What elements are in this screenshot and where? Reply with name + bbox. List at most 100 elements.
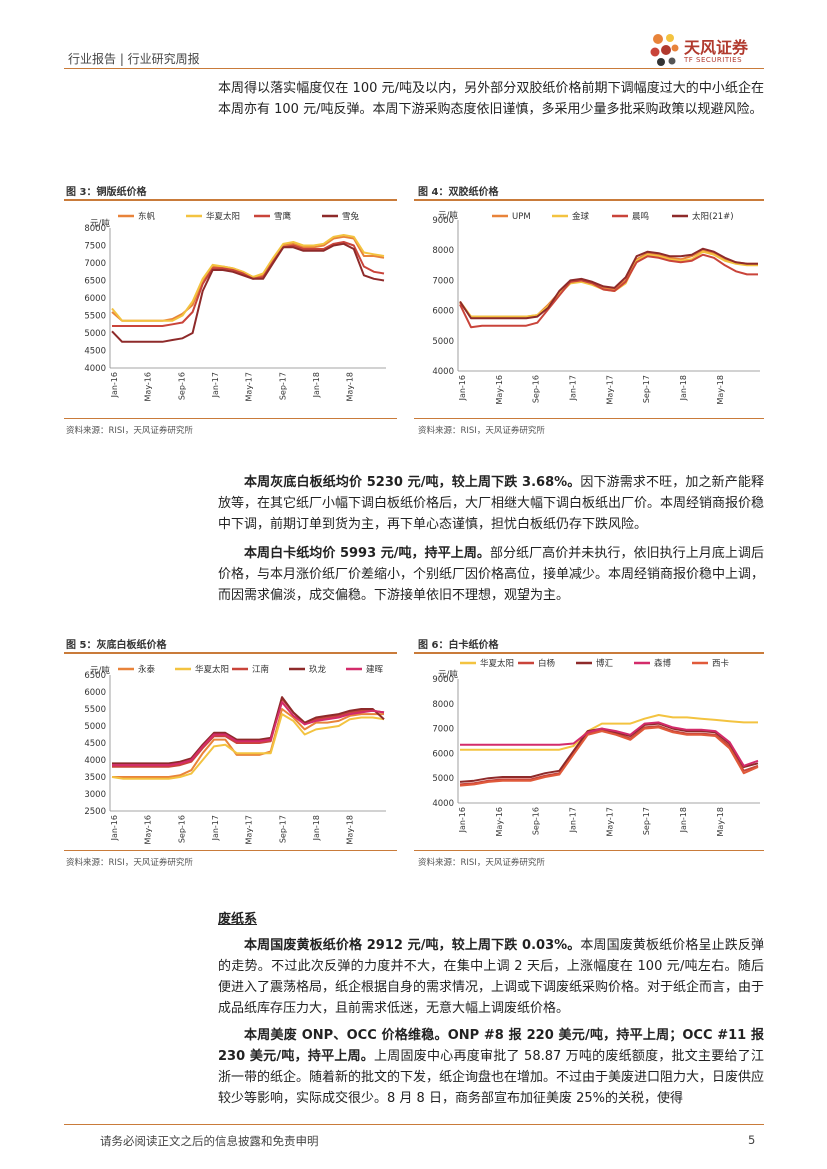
y-tick-label: 7000 xyxy=(432,725,454,735)
x-tick-label: May-17 xyxy=(245,815,254,844)
series-line-3 xyxy=(112,241,385,327)
y-tick-label: 4000 xyxy=(84,756,106,766)
fig6-title: 图 6：白卡纸价格 xyxy=(418,640,499,651)
series-line-2 xyxy=(459,250,758,318)
x-tick-label: Sep-16 xyxy=(532,375,541,403)
fig6-top-rule xyxy=(414,652,764,654)
x-tick-label: Jan-17 xyxy=(211,372,220,398)
legend-label: 华夏太阳 xyxy=(480,658,514,669)
legend-label: 东帆 xyxy=(138,211,156,222)
series-line-1 xyxy=(459,249,758,318)
legend-label: UPM xyxy=(512,212,531,222)
legend-label: 雪兔 xyxy=(342,211,360,222)
y-tick-label: 8000 xyxy=(84,224,106,234)
intro-paragraph: 本周得以落实幅度仅在 100 元/吨及以内，另外部分双胶纸价格前期下调幅度过大的… xyxy=(218,81,764,117)
us-waste-body: 上周固废中心再度审批了 58.87 万吨的废纸额度，批文主要给了江浙一带的纸企。… xyxy=(218,1049,765,1106)
fig4-bottom-rule xyxy=(414,418,764,419)
fig6-bottom-rule xyxy=(414,850,764,851)
x-tick-label: Sep-17 xyxy=(278,815,287,843)
y-tick-label: 7000 xyxy=(84,259,106,269)
logo: 天风证券 TF SECURITIES xyxy=(648,30,773,72)
fig5-source: 资料来源：RISI，天风证券研究所 xyxy=(66,858,193,868)
x-tick-label: Jan-16 xyxy=(458,807,467,833)
x-tick-label: May-17 xyxy=(605,375,614,404)
y-tick-label: 6000 xyxy=(84,294,106,304)
section-title: 废纸系 xyxy=(218,912,258,927)
fig3-chart: 元/吨 4000 4500 5000 5500 6000 6500 7000 7500 8000 J… xyxy=(84,211,386,401)
x-tick-label: Jan-18 xyxy=(312,372,321,398)
x-tick-label: Jan-17 xyxy=(568,807,577,833)
white-card-lead: 本周白卡纸均价 5993 元/吨，持平上周。 xyxy=(244,546,490,561)
y-tick-label: 5000 xyxy=(432,774,454,784)
y-tick-label: 5500 xyxy=(84,705,106,715)
x-tick-label: Sep-17 xyxy=(642,807,651,835)
y-tick-label: 6500 xyxy=(84,671,106,681)
x-tick-label: Sep-17 xyxy=(642,375,651,403)
fig4-title: 图 4：双胶纸价格 xyxy=(418,187,499,198)
x-tick-label: Jan-18 xyxy=(312,815,321,841)
fig6-chart: 元/吨 4000 5000 6000 7000 8000 9000 Jan-16 May-16 S… xyxy=(432,658,760,836)
series-line-4 xyxy=(112,696,385,765)
y-tick-label: 5500 xyxy=(84,312,106,322)
series-line-2 xyxy=(459,725,759,786)
fig3-top-rule xyxy=(64,199,397,201)
y-tick-label: 8000 xyxy=(432,700,454,710)
y-axis-unit-label: 元/吨 xyxy=(438,210,458,221)
white-card-paragraph: 本周白卡纸均价 5993 元/吨，持平上周。部分纸厂高价并未执行，依旧执行上月底… xyxy=(218,543,764,606)
fig5-top-rule xyxy=(64,652,397,654)
legend-label: 白杨 xyxy=(538,658,556,669)
logo-subtext: TF SECURITIES xyxy=(684,56,743,64)
y-tick-label: 4500 xyxy=(84,739,106,749)
domestic-waste-body: 本周国废黄板纸价格呈止跌反弹的走势。不过此次反弹的力度并不大，在集中上调 2 天… xyxy=(218,938,765,1016)
x-tick-label: May-16 xyxy=(144,372,153,401)
gray-board-body: 因下游需求不旺，加之新产能释放等，在其它纸厂小幅下调白板纸价格后，大厂相继大幅下… xyxy=(218,475,765,532)
fig5-title: 图 5：灰底白板纸价格 xyxy=(66,640,167,651)
domestic-waste-lead: 本周国废黄板纸价格 2912 元/吨，较上周下跌 0.03%。 xyxy=(244,938,581,953)
legend-label: 博汇 xyxy=(596,658,614,669)
series-line-1 xyxy=(111,235,385,322)
fig4-chart: 元/吨 4000 5000 6000 7000 8000 9000 Jan-16 May-16 S… xyxy=(432,210,760,404)
gray-board-lead: 本周灰底白板纸均价 5230 元/吨，较上周下跌 3.68%。 xyxy=(244,475,581,490)
series-line-5 xyxy=(459,726,759,787)
series-line-1 xyxy=(112,708,384,778)
legend-label: 晨鸣 xyxy=(632,211,649,222)
fig4-top-rule xyxy=(414,199,764,201)
us-waste-lead: 本周美废 ONP、OCC 价格维稳。ONP #8 报 220 美元/吨，持平上周… xyxy=(218,1028,764,1064)
x-tick-label: May-17 xyxy=(245,372,254,401)
legend-label: 金球 xyxy=(572,211,590,222)
x-tick-label: Jan-18 xyxy=(679,375,688,401)
fig3-title: 图 3：铜版纸价格 xyxy=(66,187,147,198)
y-tick-label: 3000 xyxy=(84,790,106,800)
legend-label: 永泰 xyxy=(138,664,156,675)
y-tick-label: 5000 xyxy=(84,329,106,339)
legend-label: 森博 xyxy=(654,658,672,669)
series-line-3 xyxy=(112,697,385,768)
x-tick-label: Sep-16 xyxy=(532,807,541,835)
y-tick-label: 6000 xyxy=(432,307,454,317)
x-tick-label: Jan-16 xyxy=(458,375,467,401)
fig4-source: 资料来源：RISI，天风证券研究所 xyxy=(418,426,545,436)
x-tick-label: May-16 xyxy=(495,807,504,836)
x-tick-label: May-18 xyxy=(346,815,355,844)
y-tick-label: 5000 xyxy=(432,337,454,347)
x-tick-label: Jan-17 xyxy=(211,815,220,841)
y-tick-label: 4000 xyxy=(84,364,106,374)
y-tick-label: 7000 xyxy=(432,276,454,286)
y-tick-label: 9000 xyxy=(432,216,454,226)
footer-disclaimer: 请务必阅读正文之后的信息披露和免责申明 xyxy=(100,1134,319,1148)
legend-label: 江南 xyxy=(252,664,269,675)
legend-label: 太阳(21#) xyxy=(692,211,734,222)
series-line-2 xyxy=(111,713,385,780)
legend-label: 玖龙 xyxy=(309,664,327,675)
fig5-chart: 元/吨 2500 3000 3500 4000 4500 5000 5500 6000 6500 J… xyxy=(84,664,386,844)
x-tick-label: Sep-17 xyxy=(278,372,287,400)
fig3-source: 资料来源：RISI，天风证券研究所 xyxy=(66,426,193,436)
y-tick-label: 5000 xyxy=(84,722,106,732)
x-tick-label: May-18 xyxy=(346,372,355,401)
fig3-bottom-rule xyxy=(64,418,397,419)
x-tick-label: Sep-16 xyxy=(177,372,186,400)
domestic-waste-paragraph: 本周国废黄板纸价格 2912 元/吨，较上周下跌 0.03%。本周国废黄板纸价格… xyxy=(218,935,764,1019)
series-line-4 xyxy=(460,721,759,767)
logo-mark-icon xyxy=(650,34,679,66)
legend-label: 建晖 xyxy=(366,664,384,675)
